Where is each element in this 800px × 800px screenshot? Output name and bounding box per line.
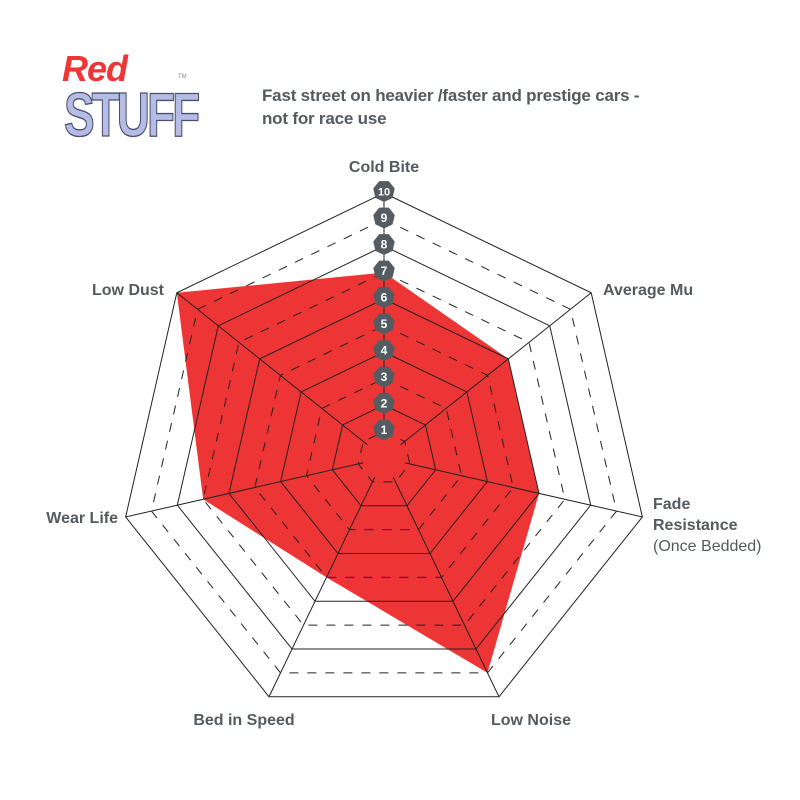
grid-ring-6: [228, 298, 540, 602]
tick-label: 6: [381, 291, 388, 305]
tick-label: 7: [381, 264, 388, 278]
grid-ring-1: [357, 430, 411, 483]
axis-label: Low Noise: [491, 712, 571, 729]
tick-label: 5: [381, 317, 388, 331]
logo-stuff-text: STUFF: [63, 79, 200, 151]
axis-label: Resistance: [653, 517, 738, 534]
title-line-2: not for race use: [262, 109, 387, 128]
tick-label: 4: [381, 344, 388, 358]
grid-ring-8: [176, 245, 592, 650]
axis-label: Low Dust: [92, 282, 165, 299]
data-area: [176, 272, 540, 673]
axis-label: Fade: [653, 496, 690, 513]
axis-label: Bed in Speed: [193, 712, 294, 729]
tick-badge: [373, 181, 395, 202]
logo-trademark: TM: [178, 74, 187, 80]
tick-badge: [373, 340, 395, 361]
axis-label: Average Mu: [603, 282, 693, 299]
tick-badge: [373, 287, 395, 308]
axis-label: Wear Life: [46, 510, 118, 527]
tick-label: 8: [381, 238, 388, 252]
tick-badge: [373, 419, 395, 441]
tick-badge: [373, 260, 395, 282]
tick-badge: [373, 393, 395, 414]
axis-spoke: [268, 476, 376, 697]
axis-label: Cold Bite: [349, 159, 419, 176]
grid-ring-10: [125, 192, 643, 698]
axis-label: (Once Bedded): [653, 538, 762, 555]
axis-spoke: [404, 462, 643, 518]
axis-spoke: [176, 292, 368, 446]
logo-red-text: Red: [62, 48, 128, 89]
axis-spoke: [400, 292, 592, 446]
tick-badge: [373, 207, 395, 229]
tick-label: 3: [381, 370, 388, 384]
tick-label: 10: [378, 187, 390, 199]
grid-ring-3: [305, 377, 463, 531]
title-line-1: Fast street on heavier /faster and prest…: [262, 86, 640, 105]
tick-label: 1: [381, 423, 388, 437]
axis-spoke: [392, 476, 500, 697]
grid-ring-2: [331, 404, 437, 507]
chart-title: Fast street on heavier /faster and prest…: [262, 84, 640, 130]
tick-label: 2: [381, 397, 388, 411]
grid-ring-9: [150, 218, 618, 674]
tick-badge: [373, 234, 395, 255]
grid-ring-5: [254, 324, 514, 578]
grid-ring-4: [280, 351, 488, 555]
tick-badge: [373, 313, 395, 335]
tick-badge: [373, 366, 395, 388]
redstuff-logo: Red STUFF TM: [58, 48, 201, 150]
tick-label: 9: [381, 211, 388, 225]
axis-spoke: [125, 462, 364, 518]
grid-ring-7: [202, 271, 566, 626]
